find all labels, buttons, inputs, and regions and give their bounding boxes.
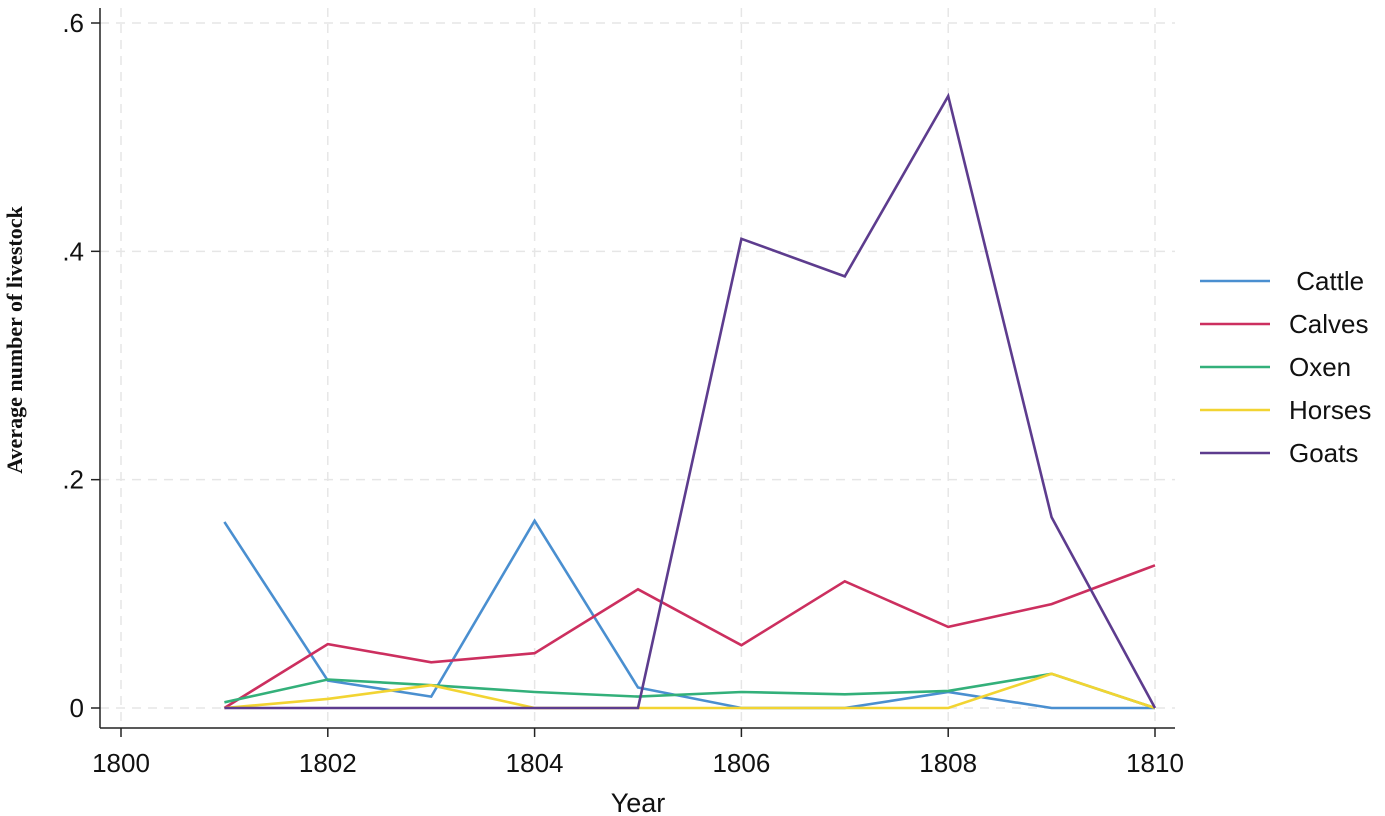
y-tick-label: .2	[62, 465, 84, 495]
series-line-horses	[224, 672, 1156, 710]
y-tick-label: .4	[62, 236, 84, 266]
x-axis-title: Year	[611, 788, 666, 816]
y-axis-title: Average number of livestock	[2, 206, 27, 474]
legend-label-calves: Calves	[1289, 309, 1368, 339]
y-tick-label: 0	[70, 693, 84, 723]
axes	[99, 8, 1175, 729]
legend: Cattle Calves Oxen Horses Goats	[1200, 266, 1371, 468]
x-tick-label: 1802	[299, 748, 357, 778]
series-line-oxen	[224, 672, 1156, 710]
legend-label-cattle: Cattle	[1289, 266, 1364, 296]
legend-label-oxen: Oxen	[1289, 352, 1351, 382]
series-line-calves	[223, 564, 1156, 710]
x-tick-label: 1808	[919, 748, 977, 778]
x-tick-label: 1804	[506, 748, 564, 778]
series-line-goats	[224, 92, 1157, 710]
legend-label-horses: Horses	[1289, 395, 1371, 425]
series-lines	[223, 92, 1157, 710]
ticks: 1800 1802 1804 1806 1808 1810 0 .2 .4 .6	[62, 8, 1184, 778]
x-tick-label: 1810	[1126, 748, 1184, 778]
x-tick-label: 1806	[712, 748, 770, 778]
x-tick-label: 1800	[92, 748, 150, 778]
legend-label-goats: Goats	[1289, 438, 1358, 468]
y-tick-label: .6	[62, 8, 84, 38]
series-line-cattle	[223, 518, 1155, 710]
